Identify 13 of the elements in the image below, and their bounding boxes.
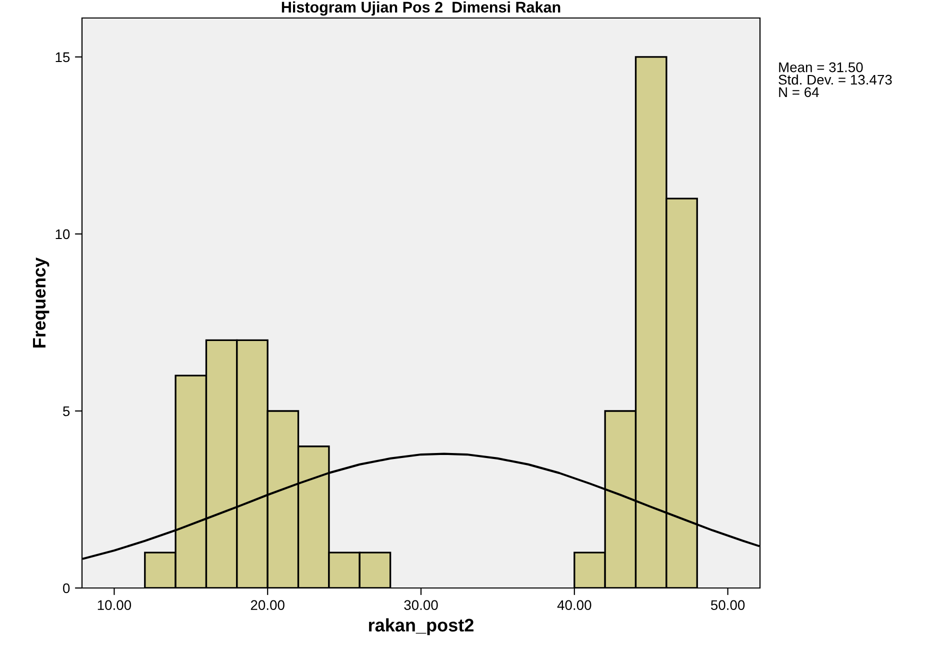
x-tick-label: 20.00 xyxy=(250,600,284,610)
y-tick-label: 0 xyxy=(63,583,70,594)
x-tick-label: 10.00 xyxy=(98,600,132,610)
x-tick-label: 40.00 xyxy=(557,600,592,610)
chart-title: Histogram Ujian Pos 2 Dimensi Rakan xyxy=(282,1,560,16)
text: Mean = 31.50 Std. Dev. = 13.473 N = 64 xyxy=(778,62,892,98)
y-tick-label: 10 xyxy=(56,229,70,240)
x-tick-label: 30.00 xyxy=(404,600,438,610)
y-tick-label: 15 xyxy=(56,52,70,62)
y-axis-title: Frequency xyxy=(33,257,50,348)
x-tick-label: 50.00 xyxy=(710,600,745,610)
x-axis-title: rakan_post2 xyxy=(369,618,474,636)
y-tick-label: 5 xyxy=(63,406,70,416)
